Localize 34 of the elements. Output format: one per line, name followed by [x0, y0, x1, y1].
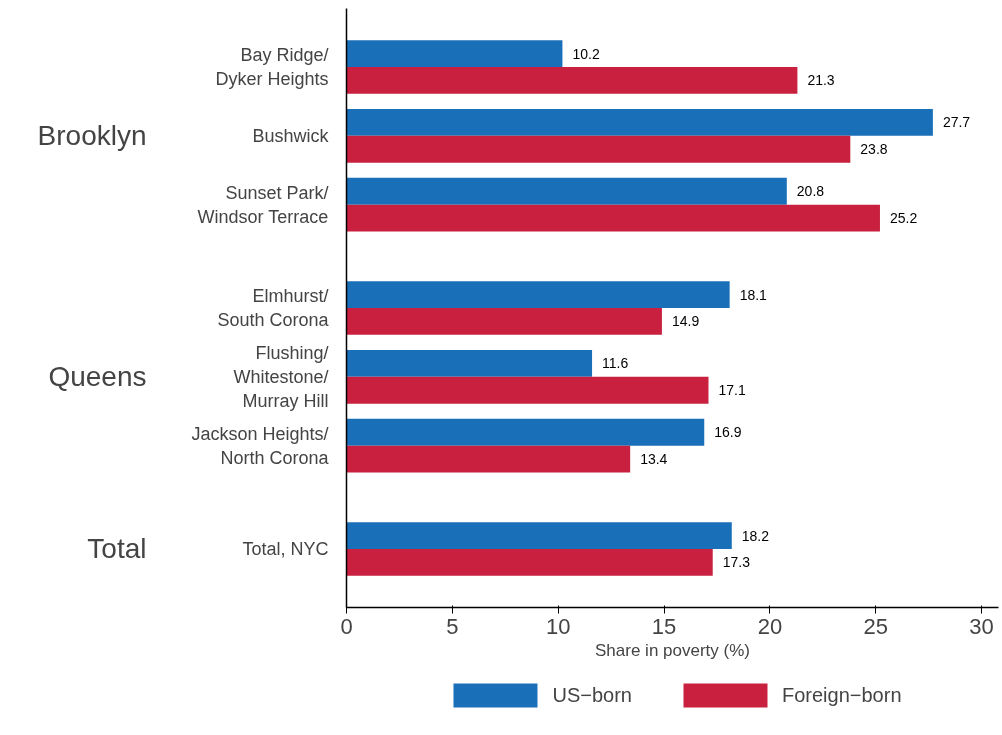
y-tick-label: Sunset Park/ Windsor Terrace	[197, 182, 329, 227]
data-label: 21.3	[807, 72, 835, 89]
data-label: 27.7	[942, 114, 971, 131]
legend-label: Foreign−born	[781, 682, 902, 708]
text: Total	[87, 533, 147, 565]
data-label: 20.8	[796, 183, 825, 200]
x-tick-label: 5	[446, 613, 459, 639]
y-tick-label: Total, NYC	[242, 538, 329, 559]
x-tick-label: 20	[757, 613, 783, 639]
x-axis-title: Share in poverty (%)	[595, 640, 750, 660]
y-tick-label: Elmhurst/ South Corona	[217, 286, 330, 330]
data-label: 18.2	[741, 527, 770, 544]
y-tick-label: Jackson Heights/ North Corona	[191, 423, 330, 468]
data-label: 25.2	[889, 210, 918, 227]
x-tick-label: 0	[340, 613, 353, 639]
x-tick-label: 30	[969, 613, 994, 639]
data-label: 23.8	[860, 141, 888, 158]
data-label: 14.9	[671, 313, 700, 330]
x-tick-label: 10	[545, 613, 571, 639]
y-tick-label: Flushing/ Whitestone/ Murray Hill	[233, 342, 329, 411]
data-label: 17.3	[722, 554, 751, 571]
legend-label: US−born	[552, 682, 632, 708]
x-tick-label: 15	[651, 613, 677, 639]
text: Queens	[48, 361, 147, 393]
y-tick-label: Bushwick	[252, 125, 330, 146]
data-label: 17.1	[718, 382, 746, 399]
data-label: 11.6	[602, 355, 629, 372]
x-tick-label: 25	[863, 613, 888, 639]
data-label: 18.1	[739, 286, 768, 303]
y-tick-label: Bay Ridge/ Dyker Heights	[215, 45, 329, 90]
text: Brooklyn	[37, 120, 147, 152]
data-label: 13.4	[640, 451, 668, 468]
data-label: 10.2	[572, 45, 600, 62]
data-label: 16.9	[714, 424, 742, 441]
